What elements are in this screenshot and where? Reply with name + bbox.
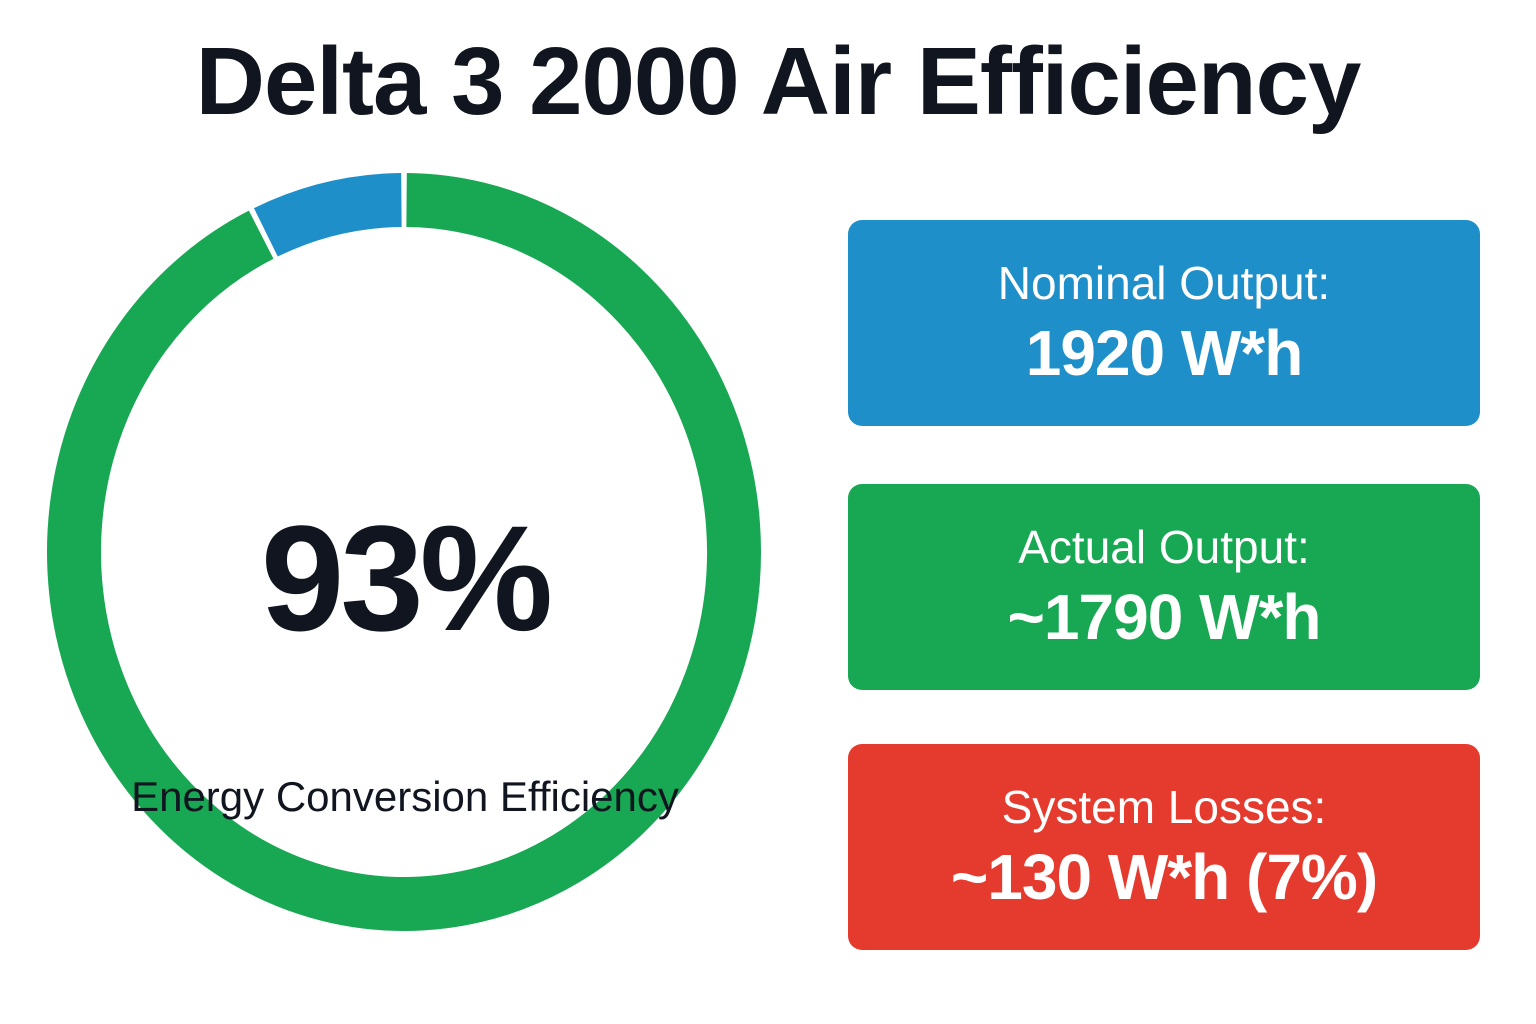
actual-output-value: ~1790 W*h: [1007, 581, 1322, 653]
center-value: 93%: [260, 494, 553, 662]
chart-title: Delta 3 2000 Air Efficiency: [195, 28, 1362, 135]
nominal-output-card: Nominal Output: 1920 W*h: [848, 220, 1480, 426]
actual-output-label: Actual Output:: [1018, 521, 1310, 573]
system-losses-label: System Losses:: [1001, 781, 1327, 833]
efficiency-donut-chart: 93% Energy Conversion Efficiency: [40, 164, 770, 940]
donut-svg: [47, 173, 761, 931]
losses-segment: [253, 173, 403, 257]
nominal-output-value: 1920 W*h: [1025, 317, 1304, 389]
system-losses-value: ~130 W*h (7%): [950, 841, 1378, 913]
nominal-output-label: Nominal Output:: [997, 257, 1331, 309]
efficiency-segment: [47, 173, 761, 931]
actual-output-card: Actual Output: ~1790 W*h: [848, 484, 1480, 690]
system-losses-card: System Losses: ~130 W*h (7%): [848, 744, 1480, 950]
center-label: Energy Conversion Efficiency: [131, 773, 679, 820]
